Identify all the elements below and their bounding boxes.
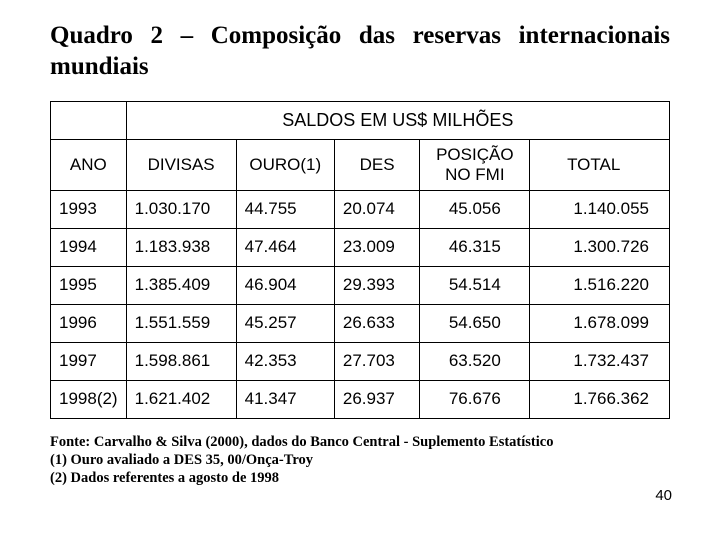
table-row: 1998(2) 1.621.402 41.347 26.937 76.676 1… <box>51 380 670 418</box>
col-des: DES <box>334 139 419 190</box>
cell-ouro: 44.755 <box>236 190 334 228</box>
table-row: 1996 1.551.559 45.257 26.633 54.650 1.67… <box>51 304 670 342</box>
col-total: TOTAL <box>530 139 670 190</box>
slide-title: Quadro 2 – Composição das reservas inter… <box>50 20 670 83</box>
table-row: 1997 1.598.861 42.353 27.703 63.520 1.73… <box>51 342 670 380</box>
data-table: SALDOS EM US$ MILHÕES ANO DIVISAS OURO(1… <box>50 101 670 419</box>
table-row: 1993 1.030.170 44.755 20.074 45.056 1.14… <box>51 190 670 228</box>
cell-des: 26.937 <box>334 380 419 418</box>
col-fmi: POSIÇÃO NO FMI <box>420 139 530 190</box>
cell-ouro: 41.347 <box>236 380 334 418</box>
page-number: 40 <box>655 487 672 504</box>
footnotes: Fonte: Carvalho & Silva (2000), dados do… <box>50 433 610 487</box>
table-row: 1995 1.385.409 46.904 29.393 54.514 1.51… <box>51 266 670 304</box>
cell-total: 1.300.726 <box>530 228 670 266</box>
cell-divisas: 1.551.559 <box>126 304 236 342</box>
cell-fmi: 54.650 <box>420 304 530 342</box>
cell-ouro: 45.257 <box>236 304 334 342</box>
table-row: 1994 1.183.938 47.464 23.009 46.315 1.30… <box>51 228 670 266</box>
cell-divisas: 1.183.938 <box>126 228 236 266</box>
cell-divisas: 1.598.861 <box>126 342 236 380</box>
col-divisas: DIVISAS <box>126 139 236 190</box>
footnote-2: (2) Dados referentes a agosto de 1998 <box>50 469 610 487</box>
cell-ano: 1997 <box>51 342 127 380</box>
footnote-source: Fonte: Carvalho & Silva (2000), dados do… <box>50 433 610 451</box>
cell-fmi: 76.676 <box>420 380 530 418</box>
cell-ouro: 47.464 <box>236 228 334 266</box>
cell-des: 27.703 <box>334 342 419 380</box>
cell-divisas: 1.030.170 <box>126 190 236 228</box>
cell-ouro: 42.353 <box>236 342 334 380</box>
cell-des: 23.009 <box>334 228 419 266</box>
cell-divisas: 1.385.409 <box>126 266 236 304</box>
cell-ouro: 46.904 <box>236 266 334 304</box>
col-ano: ANO <box>51 139 127 190</box>
cell-fmi: 54.514 <box>420 266 530 304</box>
col-ouro: OURO(1) <box>236 139 334 190</box>
cell-total: 1.516.220 <box>530 266 670 304</box>
cell-total: 1.140.055 <box>530 190 670 228</box>
cell-des: 29.393 <box>334 266 419 304</box>
cell-ano: 1993 <box>51 190 127 228</box>
cell-fmi: 45.056 <box>420 190 530 228</box>
cell-total: 1.732.437 <box>530 342 670 380</box>
cell-ano: 1998(2) <box>51 380 127 418</box>
cell-des: 26.633 <box>334 304 419 342</box>
cell-ano: 1996 <box>51 304 127 342</box>
header-main: SALDOS EM US$ MILHÕES <box>126 101 669 139</box>
cell-total: 1.766.362 <box>530 380 670 418</box>
cell-ano: 1995 <box>51 266 127 304</box>
cell-des: 20.074 <box>334 190 419 228</box>
cell-total: 1.678.099 <box>530 304 670 342</box>
cell-divisas: 1.621.402 <box>126 380 236 418</box>
footnote-1: (1) Ouro avaliado a DES 35, 00/Onça-Troy <box>50 451 610 469</box>
cell-fmi: 46.315 <box>420 228 530 266</box>
cell-ano: 1994 <box>51 228 127 266</box>
cell-fmi: 63.520 <box>420 342 530 380</box>
header-blank <box>51 101 127 139</box>
